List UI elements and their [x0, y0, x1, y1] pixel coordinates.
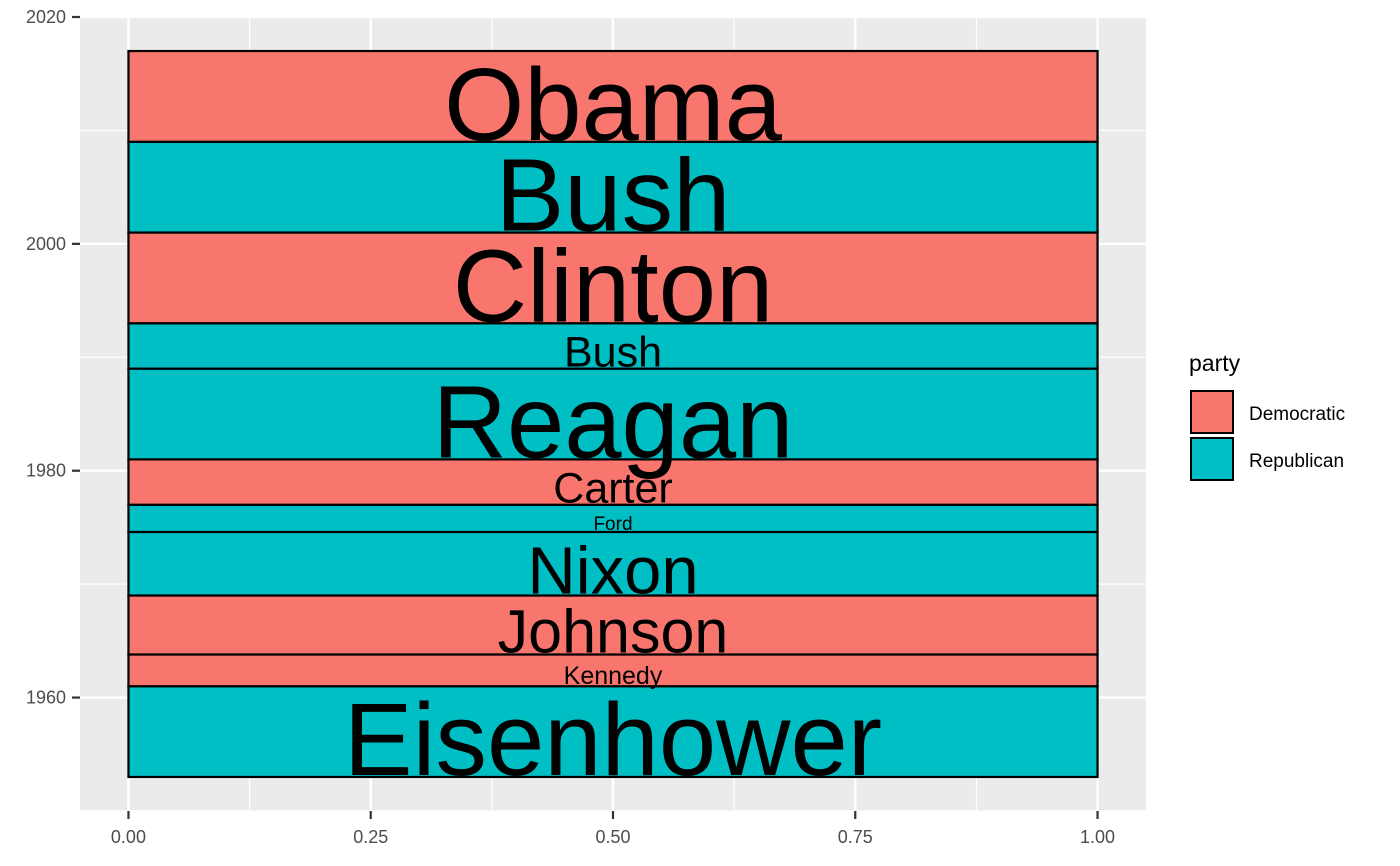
bar-kennedy-1961 — [127, 653, 1099, 688]
bar-labels: EisenhowerKennedyJohnsonNixonFordCarterR… — [344, 47, 882, 797]
x-tick-label: 0.25 — [353, 827, 388, 847]
bar-label-nixon-1969: Nixon — [527, 533, 698, 608]
bar-label-clinton-1993: Clinton — [453, 228, 774, 343]
x-axis: 0.00 0.25 0.50 0.75 1.00 — [111, 811, 1115, 847]
legend-title: party — [1189, 350, 1241, 376]
bar-label-ford-1974.6: Ford — [593, 514, 632, 535]
x-tick-label: 0.00 — [111, 827, 146, 847]
bar-label-kennedy-1961: Kennedy — [564, 662, 663, 690]
y-tick-label: 2000 — [26, 234, 66, 254]
bar-johnson-1963.8 — [127, 594, 1099, 656]
legend: party Democratic Republican — [1189, 350, 1345, 481]
bar-label-reagan-1981: Reagan — [433, 364, 794, 479]
x-tick-label: 0.50 — [595, 827, 630, 847]
bar-label-johnson-1963.8: Johnson — [498, 597, 729, 665]
y-tick-label: 1980 — [26, 461, 66, 481]
bars — [127, 49, 1099, 779]
x-tick-label: 1.00 — [1080, 827, 1115, 847]
bar-clinton-1993 — [127, 231, 1099, 325]
legend-label-democratic: Democratic — [1249, 404, 1345, 425]
y-tick-label: 2020 — [26, 7, 66, 27]
bar-nixon-1969 — [127, 530, 1099, 597]
legend-label-republican: Republican — [1249, 451, 1344, 472]
bar-ford-1974.6 — [127, 503, 1099, 534]
bar-label-eisenhower-1953: Eisenhower — [344, 682, 882, 797]
legend-key-democratic — [1190, 390, 1234, 434]
y-axis: 1960 1980 2000 2020 — [26, 7, 80, 708]
bar-bush-2001 — [127, 140, 1099, 234]
bar-eisenhower-1953 — [127, 685, 1099, 779]
y-tick-label: 1960 — [26, 688, 66, 708]
bar-reagan-1981 — [127, 367, 1099, 461]
bar-label-bush-1989: Bush — [564, 329, 662, 377]
bar-label-bush-2001: Bush — [496, 138, 731, 253]
bar-carter-1977 — [127, 458, 1099, 506]
x-tick-label: 0.75 — [838, 827, 873, 847]
bar-label-obama-2009: Obama — [444, 47, 782, 162]
bar-bush-1989 — [127, 322, 1099, 370]
legend-key-republican — [1190, 437, 1234, 481]
bar-obama-2009 — [127, 49, 1099, 143]
bar-label-carter-1977: Carter — [553, 465, 672, 513]
